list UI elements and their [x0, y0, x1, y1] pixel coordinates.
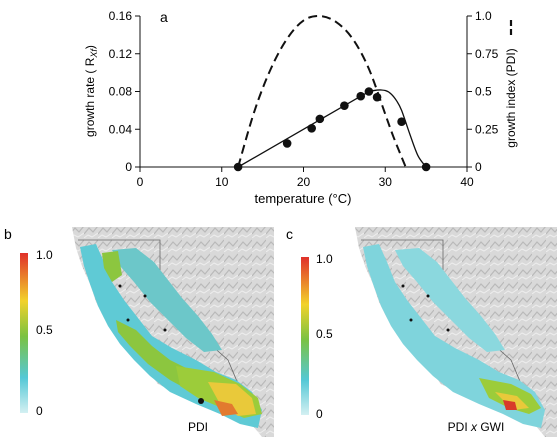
y-left-tick-label: 0.04 [109, 122, 133, 136]
x-tick-label: 20 [297, 175, 311, 189]
y-right-tick-label: 1.0 [475, 9, 492, 23]
y-right-tick-label: 0.75 [475, 47, 499, 61]
y-right-axis-label: growth index (PDI) [504, 48, 518, 147]
x-tick-label: 30 [379, 175, 393, 189]
map-b-valley-pdi [112, 248, 222, 352]
growth-rate-fit-line [237, 89, 427, 168]
data-point [233, 162, 243, 172]
colorbar-b [20, 253, 28, 413]
map-c-south-red [503, 400, 517, 410]
y-right-tick-label: 0 [475, 160, 482, 174]
x-tick-label: 0 [137, 175, 144, 189]
data-point [315, 114, 325, 124]
map-b-city-marker [143, 294, 147, 298]
colorbar-b-tick-min: 0 [36, 404, 43, 418]
data-point [356, 91, 366, 101]
colorbar-c-tick-max: 1.0 [316, 252, 333, 266]
map-c-caption-italic: x [470, 420, 478, 434]
y-left-axis-label: growth rate ( RXf) [83, 45, 99, 137]
map-c-caption-suffix: GWI [477, 420, 504, 434]
map-c-city-marker [446, 328, 450, 332]
y-left-tick-group: 0 0.04 0.08 0.12 0.16 [109, 9, 140, 174]
data-point [282, 139, 292, 148]
map-b-city-marker [198, 398, 204, 404]
map-b-north-green [102, 251, 122, 282]
panel-a: a 0 10 20 30 40 0 0.04 0.08 0.12 0.16 0 0.25 0.5 0.… [83, 9, 518, 206]
y-left-tick-label: 0.12 [109, 47, 133, 61]
data-point [340, 101, 349, 110]
map-c-city-marker [426, 294, 430, 298]
y-left-label-end: ) [83, 45, 97, 49]
colorbar-c-tick-min: 0 [316, 407, 323, 421]
map-c-valley-gwi [395, 248, 505, 352]
data-point [372, 92, 382, 102]
map-b-caption: PDI [188, 420, 208, 434]
y-right-tick-label: 0.5 [475, 85, 492, 99]
y-left-tick-label: 0.16 [109, 9, 133, 23]
colorbar-c [301, 257, 309, 415]
panel-b-label: b [4, 226, 12, 242]
map-b: PDI [62, 227, 274, 437]
data-point [307, 124, 316, 133]
y-left-tick-label: 0 [125, 160, 132, 174]
map-c-city-marker [409, 318, 413, 322]
panel-b: b 1.0 0.5 0 PDI [4, 226, 274, 437]
map-c-caption: PDI x GWI [448, 420, 505, 434]
map-c: PDI x GWI [345, 227, 557, 437]
y-right-tick-group: 0 0.25 0.5 0.75 1.0 [467, 9, 499, 174]
x-tick-label: 10 [215, 175, 229, 189]
y-left-label-sub: Xf [89, 48, 99, 59]
x-tick-label: 40 [460, 175, 474, 189]
y-left-label-text: growth rate ( R [83, 57, 97, 137]
x-axis-label: temperature (°C) [255, 191, 352, 206]
map-b-city-marker [118, 284, 122, 288]
map-b-city-marker [126, 318, 130, 322]
panel-c: c 1.0 0.5 0 PDI x GWI [286, 226, 557, 437]
colorbar-b-tick-mid: 0.5 [36, 323, 53, 337]
colorbar-b-tick-max: 1.0 [36, 248, 53, 262]
map-c-south-yellow [495, 392, 529, 410]
y-left-tick-label: 0.08 [109, 85, 133, 99]
colorbar-c-tick-mid: 0.5 [316, 327, 333, 341]
map-b-south-orange [214, 400, 238, 416]
data-point [364, 87, 374, 96]
data-point [397, 117, 406, 126]
map-b-city-marker [163, 328, 167, 332]
y-right-tick-label: 0.25 [475, 122, 499, 136]
map-c-caption-prefix: PDI [448, 420, 471, 434]
data-point [421, 162, 431, 172]
x-tick-group: 0 10 20 30 40 [137, 167, 474, 189]
data-points [233, 87, 431, 172]
panel-c-label: c [286, 226, 293, 242]
panel-a-label: a [160, 9, 168, 25]
map-b-south-yellow [208, 382, 256, 416]
map-c-city-marker [401, 284, 405, 288]
pdi-dashed-line [237, 14, 407, 168]
